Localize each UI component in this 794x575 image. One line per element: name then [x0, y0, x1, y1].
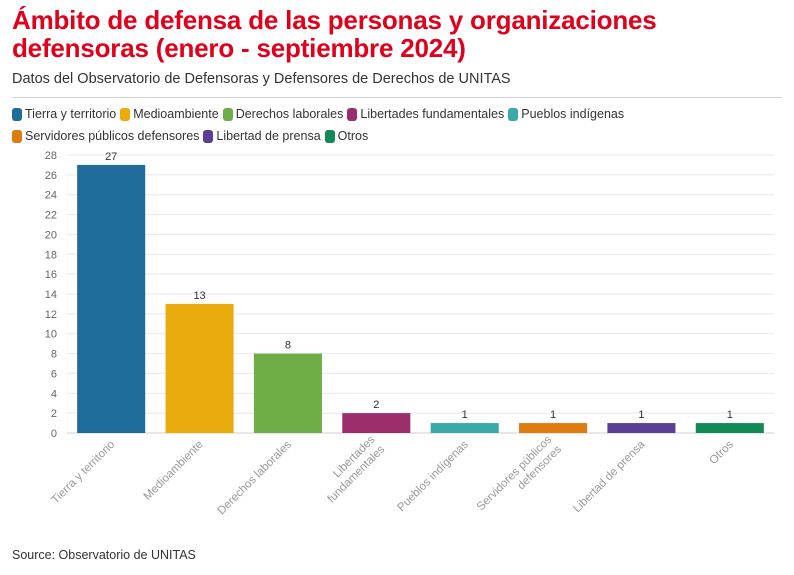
y-tick-label: 24 [45, 190, 57, 202]
data-label: 1 [638, 409, 644, 421]
data-label: 1 [550, 409, 556, 421]
bar [430, 423, 499, 433]
y-tick-label: 28 [45, 150, 57, 162]
source-note: Source: Observatorio de UNITAS [12, 548, 196, 562]
x-tick-label: Tierra y territorio [49, 439, 117, 507]
x-tick-label: Medioambiente [142, 439, 206, 503]
data-label: 27 [105, 151, 117, 163]
bar [342, 413, 411, 433]
x-tick-label: Libertad de prensa [571, 438, 648, 515]
bar [519, 423, 588, 433]
legend-item[interactable]: Pueblos indígenas [508, 105, 624, 124]
bar [165, 303, 234, 433]
data-label: 8 [285, 340, 291, 352]
y-tick-label: 6 [51, 368, 57, 380]
y-tick-label: 20 [45, 229, 57, 241]
legend-swatch [347, 108, 358, 121]
chart-title: Ámbito de defensa de las personas y orga… [12, 5, 657, 63]
data-label: 2 [373, 399, 379, 411]
y-tick-label: 26 [45, 170, 57, 182]
x-tick-label: Derechos laborales [216, 438, 295, 517]
y-tick-label: 22 [45, 210, 57, 222]
y-tick-label: 4 [51, 388, 57, 400]
x-tick-label: Libertadesfundamentales [316, 434, 388, 506]
bar [77, 164, 146, 433]
legend-swatch [203, 130, 214, 143]
chart-legend: Tierra y territorio Medioambiente Derechos… [12, 105, 712, 149]
data-label: 1 [462, 409, 468, 421]
legend-item[interactable]: Derechos laborales [222, 105, 344, 124]
y-tick-label: 16 [45, 269, 57, 281]
legend-item[interactable]: Servidores públicos defensores [12, 127, 199, 146]
x-tick-label: Otros [708, 438, 737, 467]
y-tick-label: 12 [45, 309, 57, 321]
header-divider [12, 97, 782, 98]
legend-item[interactable]: Medioambiente [120, 105, 219, 124]
legend-label: Servidores públicos defensores [25, 129, 200, 143]
legend-item[interactable]: Otros [324, 127, 369, 146]
legend-item[interactable]: Libertad de prensa [203, 127, 321, 146]
legend-swatch [222, 108, 233, 121]
legend-label: Medioambiente [133, 107, 219, 121]
legend-swatch [12, 130, 22, 143]
legend-item[interactable]: Libertades fundamentales [347, 105, 504, 124]
data-label: 13 [193, 290, 205, 302]
legend-label: Libertad de prensa [216, 129, 321, 143]
y-tick-label: 8 [51, 349, 57, 361]
y-tick-label: 14 [45, 289, 57, 301]
y-tick-label: 10 [45, 329, 57, 341]
y-tick-label: 0 [51, 428, 57, 440]
legend-label: Tierra y territorio [25, 107, 117, 121]
legend-swatch [12, 108, 22, 121]
y-tick-label: 2 [51, 408, 57, 420]
legend-label: Libertades fundamentales [360, 107, 505, 121]
bar [695, 423, 764, 433]
legend-swatch [508, 108, 519, 121]
bar [253, 353, 322, 433]
y-tick-label: 18 [45, 249, 57, 261]
chart-subtitle: Datos del Observatorio de Defensoras y D… [12, 71, 511, 87]
legend-label: Pueblos indígenas [521, 107, 625, 121]
bar [607, 423, 676, 433]
x-tick-label: Servidores públicosdefensores [475, 434, 564, 523]
legend-item[interactable]: Tierra y territorio [12, 105, 116, 124]
legend-swatch [120, 108, 131, 121]
data-label: 1 [727, 409, 733, 421]
legend-swatch [324, 130, 335, 143]
legend-label: Derechos laborales [235, 107, 344, 121]
legend-label: Otros [337, 129, 369, 143]
x-tick-label: Pueblos indígenas [395, 438, 471, 514]
